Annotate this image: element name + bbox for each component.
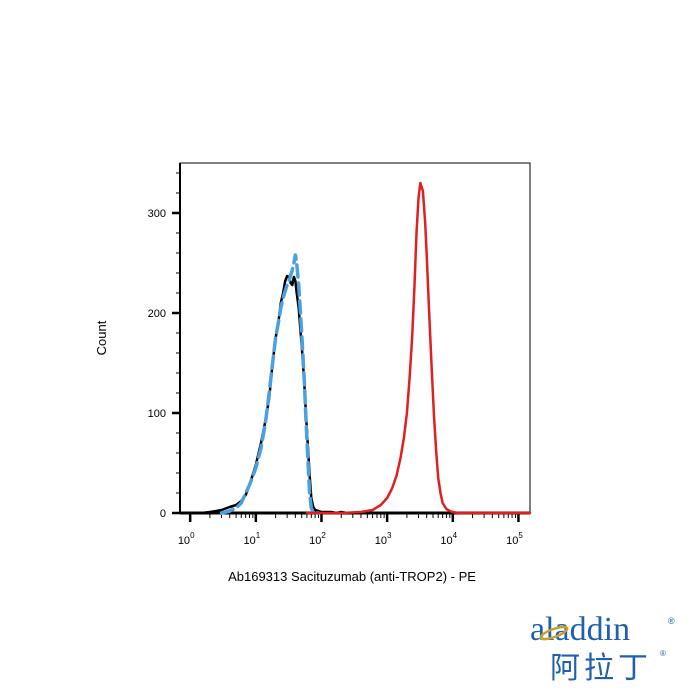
x-tick-label: 101 xyxy=(243,531,260,547)
x-tick-label: 105 xyxy=(506,531,523,547)
y-axis: 0 100 200 300 xyxy=(148,163,181,520)
logo-wordmark: aladdin xyxy=(530,611,630,648)
x-tick-label: 103 xyxy=(375,531,392,547)
logo-chinese-registered-mark: ® xyxy=(660,649,666,658)
aladdin-logo: aladdin ® 阿拉丁 ® xyxy=(528,608,688,688)
series-layer xyxy=(200,181,532,515)
logo-accent-swoosh xyxy=(539,625,569,641)
x-tick-label: 104 xyxy=(440,531,457,547)
x-tick-label: 100 xyxy=(178,531,195,547)
plot-frame xyxy=(179,162,531,514)
antibody-stained-curve xyxy=(305,181,532,515)
y-tick-label: 200 xyxy=(148,308,166,320)
x-axis: 100 101 102 103 104 105 xyxy=(178,511,530,547)
unstained-control-curve xyxy=(219,253,321,515)
y-tick-label: 300 xyxy=(148,208,166,220)
y-axis-title: Count xyxy=(94,320,109,355)
logo-registered-mark: ® xyxy=(668,616,675,626)
y-tick-label: 100 xyxy=(148,408,166,420)
y-tick-label: 0 xyxy=(160,508,166,520)
x-axis-title: Ab169313 Sacituzumab (anti-TROP2) - PE xyxy=(228,569,476,584)
isotype-control-curve xyxy=(200,274,389,515)
aladdin-logo-graphic: aladdin ® 阿拉丁 ® xyxy=(530,611,675,686)
plot-border xyxy=(179,162,531,514)
x-tick-label: 102 xyxy=(309,531,326,547)
logo-chinese-name: 阿拉丁 xyxy=(550,651,652,686)
